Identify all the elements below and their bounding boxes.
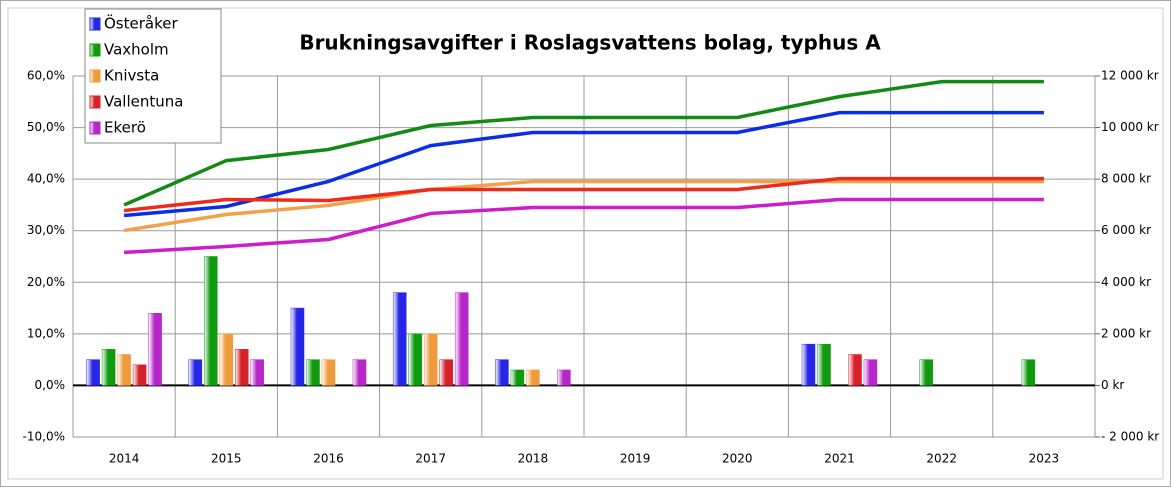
bar [132,364,147,386]
x-tick-label: 2019 [620,452,651,466]
bar [235,349,249,386]
line [123,110,1044,218]
x-tick-label: 2018 [518,452,549,466]
bar [510,369,525,386]
y2-tick-label: 0 kr [1101,378,1124,392]
bar [392,292,407,386]
y2-tick-label: 4 000 kr [1101,275,1151,289]
bar [495,359,509,386]
y-tick-label: -10,0% [23,430,65,444]
y-tick-label: 0,0% [35,378,66,392]
bar [148,312,162,386]
bar [801,343,816,386]
line [123,197,1044,255]
x-tick-label: 2015 [211,452,242,466]
bar [250,359,265,386]
line [123,176,1044,213]
y-tick-label: 20,0% [27,275,65,289]
legend-label: Ekerö [104,119,146,137]
bar [423,333,438,386]
line [123,79,1044,207]
legend-box [84,8,222,144]
y-tick-label: 40,0% [27,172,65,186]
y2-tick-label: 12 000 kr [1101,69,1159,83]
bar [321,359,336,386]
line [123,179,1044,233]
y-tick-label: 50,0% [27,120,65,134]
bar [817,343,831,386]
legend-label: Österåker [104,14,178,33]
legend-swatch [89,17,101,31]
bar [117,354,131,386]
bar [526,369,540,386]
legend-swatch [89,43,101,57]
bar [454,292,469,386]
y2-tick-label: - 2 000 kr [1101,430,1159,444]
bar [204,256,218,386]
legend-label: Vaxholm [104,41,169,59]
y2-tick-label: 8 000 kr [1101,172,1151,186]
y2-tick-label: 6 000 kr [1101,223,1151,237]
chart-title: Brukningsavgifter i Roslagsvattens bolag… [299,31,881,55]
bar [306,359,320,386]
bar [352,359,367,386]
x-tick-label: 2020 [722,452,753,466]
bar [408,333,422,386]
legend-label: Vallentuna [104,93,183,111]
bar [86,359,100,386]
y-tick-label: 30,0% [27,223,65,237]
x-tick-label: 2022 [926,452,957,466]
x-tick-label: 2021 [824,452,855,466]
bar [863,359,878,386]
bar [848,354,862,386]
x-tick-label: 2016 [313,452,344,466]
legend-swatch [89,121,101,135]
legend-swatch [89,95,101,109]
bar [290,307,305,386]
legend-swatch [89,69,101,83]
bar [101,349,116,386]
y-tick-label: 10,0% [27,326,65,340]
y-tick-label: 60,0% [27,69,65,83]
x-tick-label: 2014 [109,452,140,466]
x-tick-label: 2023 [1029,452,1060,466]
bar [439,359,453,386]
bar [188,359,203,386]
y2-tick-label: 10 000 kr [1101,120,1159,134]
bar [219,333,234,386]
bar [557,369,571,386]
y2-tick-label: 2 000 kr [1101,326,1151,340]
x-tick-label: 2017 [415,452,446,466]
legend-label: Knivsta [104,67,159,85]
bar [919,359,933,386]
bar [1021,359,1036,386]
